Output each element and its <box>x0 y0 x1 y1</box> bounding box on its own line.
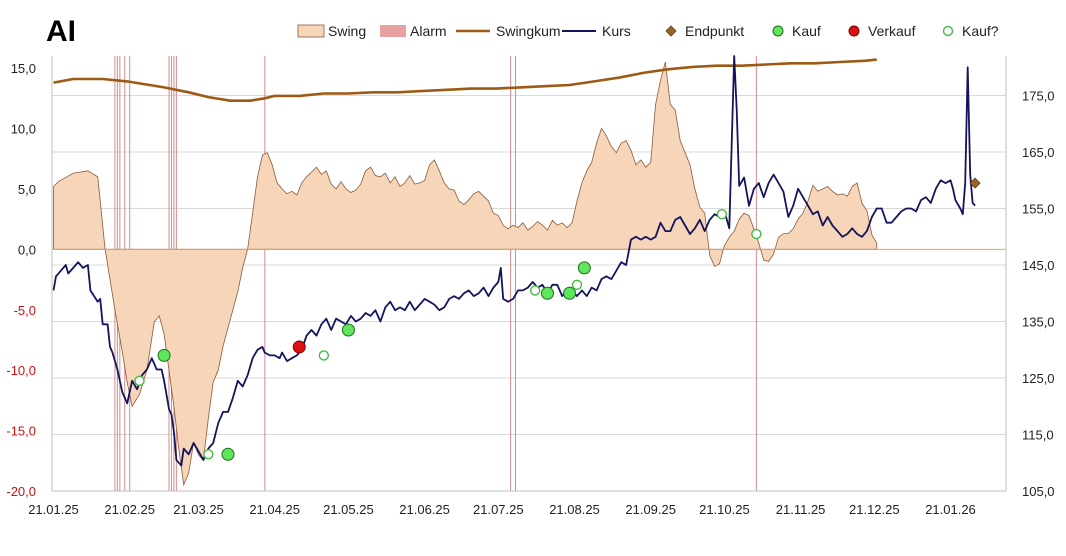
y-right-tick-4: 135,0 <box>1022 315 1055 330</box>
legend-label-swing: Swing <box>328 23 366 39</box>
kauf-marker-5 <box>577 261 591 275</box>
y-right-tick-1: 165,0 <box>1022 145 1055 160</box>
legend-item-verkauf: Verkauf <box>848 23 916 39</box>
legend-label-kurs: Kurs <box>602 23 631 39</box>
legend-swatch-kauf-q <box>942 25 954 37</box>
legend-label-swingkum: Swingkum <box>496 23 561 39</box>
legend-label-alarm: Alarm <box>410 23 447 39</box>
y-left-tick-2: 5,0 <box>18 182 36 197</box>
kauf-marker-3 <box>540 286 554 300</box>
kauf-q-marker-5 <box>716 208 728 220</box>
y-right-tick-6: 115,0 <box>1022 428 1054 443</box>
legend-item-kauf: Kauf <box>772 23 821 39</box>
y-right-tick-5: 125,0 <box>1022 371 1055 386</box>
legend-swatch-verkauf <box>848 25 860 37</box>
verkauf-marker-0 <box>292 340 306 354</box>
y-right-tick-0: 175,0 <box>1022 89 1055 104</box>
kauf-q-marker-1 <box>203 449 214 460</box>
kurs-line <box>52 55 976 467</box>
legend-item-kurs: Kurs <box>562 23 631 39</box>
swingkum-line-group <box>53 58 877 102</box>
x-tick-1: 21.02.25 <box>104 502 155 517</box>
swing-area <box>53 61 878 487</box>
x-tick-8: 21.09.25 <box>625 502 676 517</box>
kauf-marker-2 <box>341 323 355 337</box>
legend-item-endpunkt: Endpunkt <box>665 23 744 39</box>
x-tick-7: 21.08.25 <box>549 502 600 517</box>
y-left-tick-7: -20,0 <box>6 484 36 499</box>
y-right-tick-2: 155,0 <box>1022 202 1055 217</box>
x-tick-10: 21.11.25 <box>776 502 826 517</box>
legend-label-endpunkt: Endpunkt <box>685 23 744 39</box>
legend-item-swingkum: Swingkum <box>456 23 561 39</box>
markers <box>134 177 981 461</box>
x-tick-9: 21.10.25 <box>699 502 750 517</box>
chart-title: AI <box>46 15 76 48</box>
legend-label-verkauf: Verkauf <box>868 23 916 39</box>
kauf-q-marker-0 <box>134 375 145 387</box>
y-right-tick-3: 145,0 <box>1022 258 1055 273</box>
y-left-tick-4: -5,0 <box>14 303 36 318</box>
axes: 15,0 10,0 5,0 0,0 -5,0 -10,0 -15,0 -20,0 175,0 16… <box>6 56 1055 517</box>
legend-swatch-swing <box>297 24 325 38</box>
kauf-q-marker-4 <box>571 279 583 290</box>
legend: Swing Alarm Swingkum Kurs Endpunkt Kauf Verkau… <box>297 23 999 39</box>
x-tick-4: 21.05.25 <box>323 502 374 517</box>
legend-label-kauf: Kauf <box>792 23 821 39</box>
x-tick-3: 21.04.25 <box>249 502 300 517</box>
legend-swatch-endpunkt <box>665 25 677 37</box>
kurs-line-group <box>52 55 976 467</box>
legend-item-swing: Swing <box>297 23 366 39</box>
y-left-tick-6: -15,0 <box>6 424 36 439</box>
kauf-q-marker-3 <box>529 285 541 296</box>
legend-item-kauf_q: Kauf? <box>942 23 999 39</box>
x-tick-6: 21.07.25 <box>473 502 524 517</box>
x-tick-12: 21.01.26 <box>925 502 976 517</box>
x-tick-2: 21.03.25 <box>173 502 224 517</box>
legend-label-kauf_q: Kauf? <box>962 23 999 39</box>
x-tick-0: 21.01.25 <box>28 502 79 517</box>
kauf-marker-4 <box>563 286 577 300</box>
kauf-marker-1 <box>221 447 235 461</box>
legend-swatch-kauf <box>772 25 784 37</box>
legend-item-alarm: Alarm <box>380 23 447 39</box>
kauf-marker-0 <box>157 348 171 362</box>
x-tick-5: 21.06.25 <box>399 502 450 517</box>
y-left-tick-1: 10,0 <box>11 122 36 137</box>
y-left-tick-3: 0,0 <box>18 242 36 257</box>
kauf-q-marker-2 <box>318 350 330 361</box>
endpunkt-marker-0 <box>969 177 981 189</box>
x-tick-11: 21.12.25 <box>849 502 900 517</box>
swing-area-group <box>53 61 878 487</box>
kauf-q-marker-6 <box>751 228 762 240</box>
y-left-tick-0: 15,0 <box>11 61 36 76</box>
y-left-tick-5: -10,0 <box>6 363 36 378</box>
swingkum-line <box>53 58 877 102</box>
y-right-tick-7: 105,0 <box>1022 484 1055 499</box>
legend-swatch-alarm <box>380 25 406 37</box>
